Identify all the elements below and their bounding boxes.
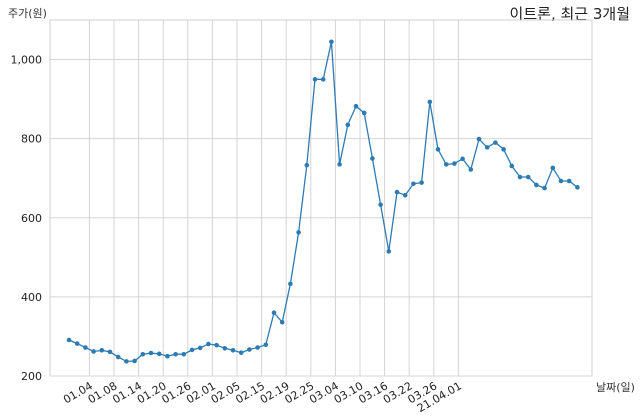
data-point xyxy=(394,189,400,195)
data-point xyxy=(320,77,326,82)
y-tick-label: 800 xyxy=(21,133,42,146)
data-point xyxy=(107,349,113,355)
data-point xyxy=(476,136,482,142)
data-point xyxy=(148,350,154,356)
chart-title: 이트론, 최근 3개월 xyxy=(509,5,630,23)
data-point xyxy=(312,77,318,82)
data-point xyxy=(558,178,564,184)
data-point xyxy=(353,103,359,109)
data-point xyxy=(402,192,408,198)
data-point xyxy=(575,185,580,190)
data-point xyxy=(91,349,96,354)
data-point xyxy=(124,359,129,364)
data-point xyxy=(550,165,556,171)
data-point xyxy=(271,310,277,316)
data-point xyxy=(181,351,187,357)
y-axis-label: 주가(원) xyxy=(8,7,47,20)
data-point xyxy=(165,353,170,359)
data-point xyxy=(443,162,449,167)
data-point xyxy=(337,162,342,167)
data-point xyxy=(452,161,457,166)
grid xyxy=(49,19,593,377)
data-point xyxy=(345,122,351,128)
y-tick-label: 1,000 xyxy=(11,54,43,67)
series-group xyxy=(66,39,580,364)
data-point xyxy=(230,347,236,353)
x-axis-ticks: 01.0401.0801.1401.2001.2602.0102.0502.15… xyxy=(61,379,464,415)
data-point xyxy=(542,185,547,191)
data-point xyxy=(304,162,310,168)
y-axis-ticks: 200 400 600 800 1,000 xyxy=(11,54,43,383)
data-point xyxy=(140,351,146,357)
data-point xyxy=(279,319,285,325)
data-point xyxy=(132,358,137,364)
data-point xyxy=(222,346,228,351)
data-point xyxy=(534,182,539,188)
data-point xyxy=(460,156,465,162)
data-point xyxy=(173,351,178,357)
y-tick-label: 600 xyxy=(21,212,42,225)
data-point xyxy=(427,99,433,105)
data-point xyxy=(247,347,252,352)
data-point xyxy=(115,354,121,360)
series-line xyxy=(68,41,578,363)
data-point xyxy=(189,347,195,353)
data-point xyxy=(296,230,301,235)
data-point xyxy=(386,249,392,254)
data-point xyxy=(66,337,72,343)
data-point xyxy=(509,163,515,169)
data-point xyxy=(435,147,441,152)
data-point xyxy=(197,345,203,351)
data-point xyxy=(468,167,474,172)
data-point xyxy=(525,174,531,180)
data-point xyxy=(99,347,105,353)
data-point xyxy=(361,110,367,116)
data-point xyxy=(206,341,211,347)
data-point xyxy=(255,345,260,350)
data-point xyxy=(370,156,375,161)
data-point xyxy=(493,140,498,145)
y-tick-label: 200 xyxy=(21,370,42,383)
data-point xyxy=(214,342,219,348)
data-point xyxy=(329,39,334,45)
data-point xyxy=(411,181,416,187)
data-point xyxy=(566,178,572,184)
x-axis-label: 날짜(일) xyxy=(596,381,635,394)
y-tick-label: 400 xyxy=(21,291,42,304)
data-point xyxy=(517,174,523,180)
data-point xyxy=(288,281,293,287)
data-point xyxy=(156,351,162,357)
data-point xyxy=(83,345,88,350)
plot-frame xyxy=(49,19,593,377)
data-point xyxy=(501,147,506,152)
data-point xyxy=(419,180,424,185)
data-point xyxy=(484,145,490,150)
data-point xyxy=(378,202,383,208)
data-point xyxy=(238,350,244,355)
data-point xyxy=(74,341,80,346)
data-point xyxy=(263,342,269,348)
